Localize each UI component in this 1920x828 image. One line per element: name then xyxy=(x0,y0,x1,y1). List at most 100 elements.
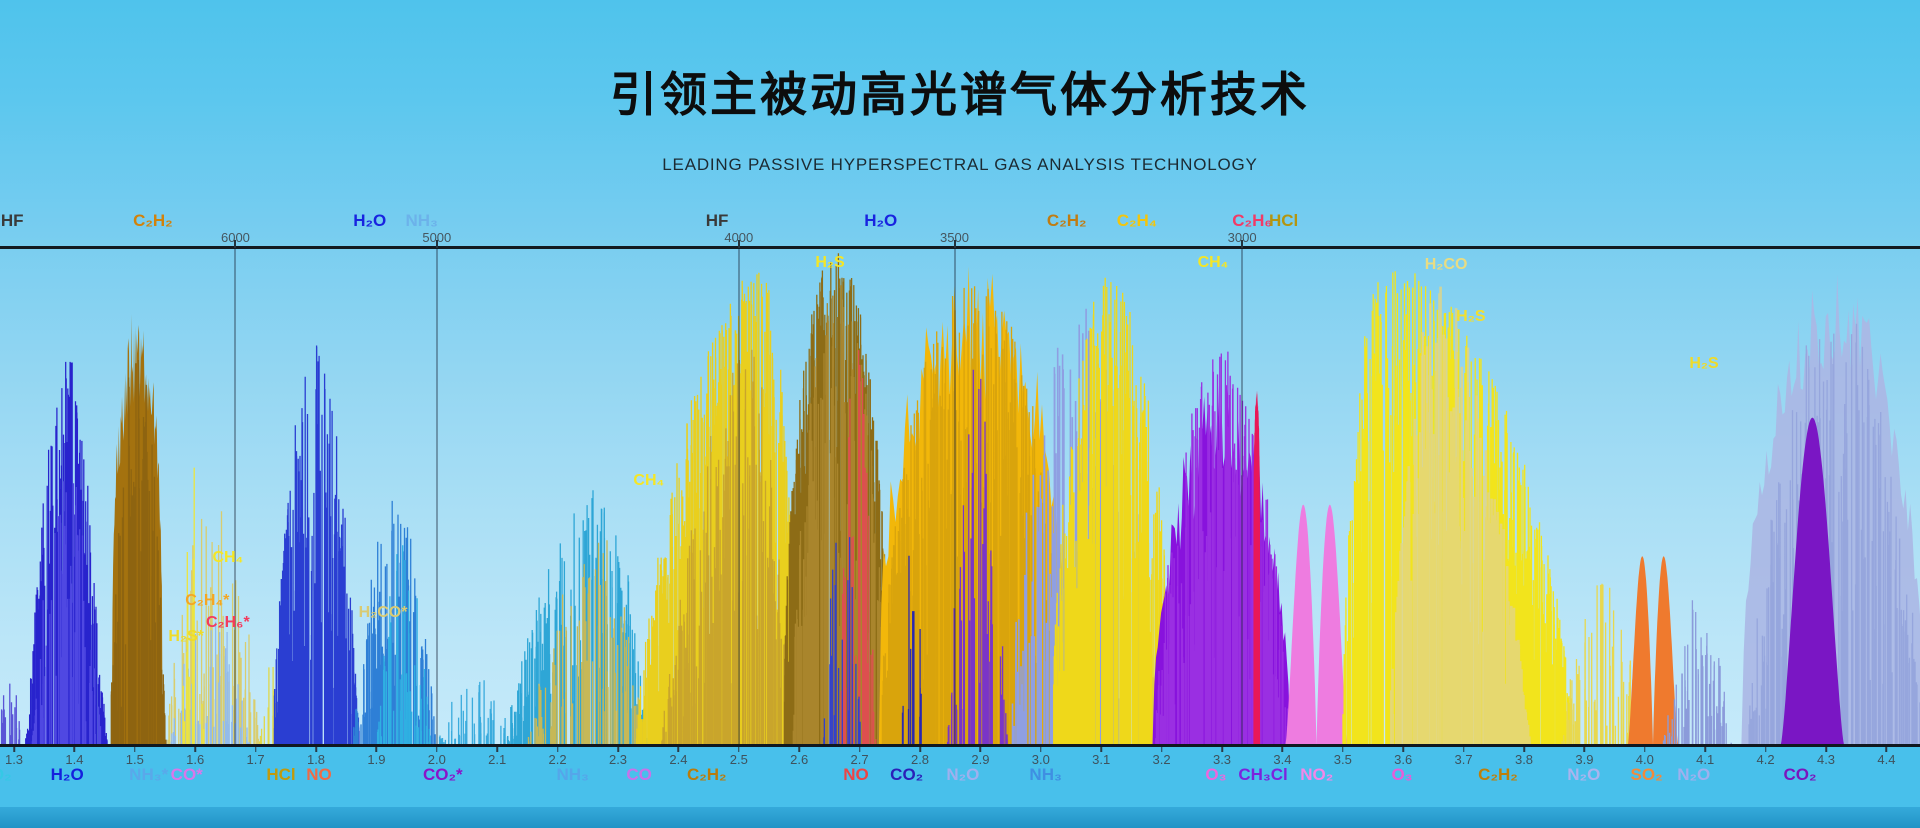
gas-label-bottom: CO* xyxy=(170,765,203,784)
spectral-band xyxy=(0,683,21,745)
gas-label-bottom: NH₃* xyxy=(129,765,169,784)
gas-label-bottom: NO xyxy=(306,765,332,784)
wavelength-tick xyxy=(1704,747,1706,752)
wavelength-tick-label: 4.2 xyxy=(1756,752,1775,767)
gas-annotation: H₂CO xyxy=(1424,256,1468,273)
gas-label-bottom: CO xyxy=(626,765,652,784)
spectral-band xyxy=(1253,390,1261,745)
wavelength-tick-label: 4.1 xyxy=(1696,752,1715,767)
gas-label-bottom: N₂O xyxy=(1677,765,1711,784)
wavelength-tick-label: 2.9 xyxy=(971,752,990,767)
wavelength-tick xyxy=(254,747,257,752)
gas-label-top: C₂H₆ xyxy=(1232,211,1273,230)
spectral-band xyxy=(110,360,167,745)
wavelength-tick xyxy=(496,747,498,752)
gas-label-bottom: CO₂ xyxy=(1783,765,1817,784)
wavelength-tick-label: 1.8 xyxy=(306,752,326,767)
wavelength-tick xyxy=(1644,747,1646,752)
wavelength-tick-label: 2.3 xyxy=(608,752,628,767)
gas-label-bottom: CO₂* xyxy=(422,765,463,784)
wavelength-tick xyxy=(1885,747,1888,752)
wavelength-tick-label: 3.7 xyxy=(1454,752,1473,767)
wavelength-tick-label: 3.9 xyxy=(1575,752,1594,767)
wavelength-tick-label: 3.1 xyxy=(1092,752,1111,767)
wavelength-tick xyxy=(556,747,559,752)
wavelength-tick xyxy=(1221,747,1223,752)
wavelength-tick xyxy=(1100,747,1102,752)
gas-label-bottom: SO₂ xyxy=(1630,765,1663,784)
wavelength-tick-label: 3.2 xyxy=(1152,752,1171,767)
gas-annotation: CH₄ xyxy=(1197,254,1229,271)
gas-label-top: HF xyxy=(705,211,729,230)
gas-annotation: CH₄ xyxy=(212,549,244,566)
gas-label-bottom: H₂O xyxy=(50,765,84,784)
wavelength-tick-label: 2.8 xyxy=(910,752,930,767)
wavelength-tick xyxy=(375,747,378,752)
gas-label-top: HCl xyxy=(1268,211,1299,230)
wavelength-tick-label: 2.4 xyxy=(669,752,688,767)
spectral-band xyxy=(1053,277,1171,745)
gas-label-bottom: O₂ xyxy=(0,765,12,784)
wavelength-tick-label: 4.4 xyxy=(1877,752,1896,767)
gas-label-top: C₂H₂ xyxy=(1046,211,1087,230)
wavelength-tick xyxy=(1402,747,1404,752)
wavelength-tick xyxy=(1160,747,1163,752)
wavelength-tick-label: 1.5 xyxy=(125,752,144,767)
wavelength-tick-label: 4.0 xyxy=(1635,752,1654,767)
spectral-band xyxy=(1285,504,1348,745)
wavelength-tick xyxy=(315,747,317,752)
wavelength-tick-label: 2.5 xyxy=(729,752,748,767)
spectrum-plot: H₂S CH₄ H₂CO H₂S H₂S CH₄ CH₄ C₂H₄* C₂H₆* H₂S* H₂CO… xyxy=(0,249,1920,745)
wavelength-tick-label: 1.6 xyxy=(186,752,205,767)
gas-label-top: H₂O xyxy=(353,211,387,230)
wavelength-tick xyxy=(1462,747,1465,752)
wavenumber-gridline xyxy=(737,249,740,745)
wavenumber-tick xyxy=(234,240,237,248)
wavelength-tick-label: 1.4 xyxy=(65,752,84,767)
wavelength-tick xyxy=(919,747,921,752)
gas-label-bottom: NO xyxy=(843,765,869,784)
gas-annotation: H₂S xyxy=(815,254,845,271)
wavelength-tick xyxy=(1825,747,1827,752)
wavelength-tick xyxy=(858,747,861,752)
wavenumber-tick xyxy=(953,240,956,248)
wavelength-tick xyxy=(1040,747,1042,752)
wavenumber-tick-label: 6000 xyxy=(220,230,250,245)
wavenumber-tick-label: 3500 xyxy=(940,230,969,245)
gas-label-top: NH₃ xyxy=(405,211,438,230)
spectral-band xyxy=(946,369,1008,745)
spectral-band xyxy=(376,545,431,745)
wavenumber-gridline xyxy=(1241,249,1244,745)
wavelength-tick xyxy=(13,747,15,752)
spectral-band xyxy=(1780,417,1845,745)
gas-label-bottom: NO₂ xyxy=(1300,765,1334,784)
wavelength-axis-line xyxy=(0,744,1920,747)
spectral-band xyxy=(182,467,205,745)
gas-label-bottom: N₂O xyxy=(946,765,980,784)
wavelength-tick xyxy=(738,747,740,752)
wavelength-tick xyxy=(617,747,619,752)
wavelength-tick xyxy=(979,747,982,752)
gas-label-bottom: CH₃Cl xyxy=(1238,765,1288,784)
wavelength-tick xyxy=(73,747,76,752)
wavelength-axis: O₂ H₂O NH₃*CO* HCl NO CO₂* NH₃ CO C₂H₂ NO CO₂ N₂O NH… xyxy=(0,747,1920,828)
spectral-band xyxy=(1389,286,1531,745)
gas-label-bottom: N₂O xyxy=(1567,765,1601,784)
wavelength-tick-label: 3.0 xyxy=(1031,752,1050,767)
wavenumber-gridline xyxy=(435,249,438,745)
spectral-band xyxy=(273,345,360,745)
wavenumber-tick-label: 4000 xyxy=(724,230,754,245)
wavelength-tick xyxy=(1583,747,1586,752)
wavenumber-tick xyxy=(1241,240,1244,248)
gas-label-top: C₂H₂ xyxy=(133,211,173,230)
wavelength-tick-label: 2.2 xyxy=(548,752,567,767)
spectral-band xyxy=(31,481,102,745)
wavelength-tick-label: 3.3 xyxy=(1212,752,1232,767)
wavelength-tick xyxy=(677,747,680,752)
wavelength-tick xyxy=(1342,747,1344,752)
gas-annotation: C₂H₄* xyxy=(185,592,230,609)
wavelength-tick-label: 2.1 xyxy=(488,752,507,767)
gas-annotation: H₂CO* xyxy=(358,604,408,621)
wavelength-tick-label: 3.5 xyxy=(1333,752,1352,767)
gas-label-bottom: O₃ xyxy=(1391,765,1413,784)
